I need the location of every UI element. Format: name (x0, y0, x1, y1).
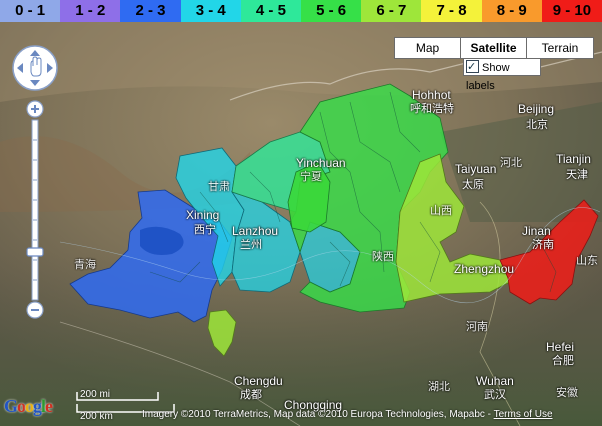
label-ningxia: 宁夏 (300, 171, 322, 183)
map-canvas[interactable]: Hohhot 呼和浩特 Beijing 北京 河北 Tianjin 天津 Tai… (0, 22, 602, 426)
label-lanzhou-cn: 兰州 (240, 239, 262, 251)
legend-item-2-3: 2 - 3 (120, 0, 181, 22)
basin-region-3-4-lanzhou (231, 191, 301, 293)
label-taiyuan: Taiyuan (455, 162, 497, 176)
basin-region-6-7-south (207, 309, 237, 357)
map-type-map-button[interactable]: Map (394, 37, 461, 59)
label-qinghai: 青海 (74, 259, 96, 271)
map-copyright: Imagery ©2010 TerraMetrics, Map data ©20… (142, 409, 553, 420)
pan-left-icon (17, 63, 23, 73)
label-shanxi: 山西 (430, 205, 452, 217)
legend-item-0-1: 0 - 1 (0, 0, 61, 22)
label-tianjin-cn: 天津 (566, 169, 588, 181)
scale-bar: 200 mi 200 km (76, 382, 186, 422)
label-anhui: 安徽 (556, 387, 578, 399)
label-henan: 河南 (466, 321, 488, 333)
pan-right-icon (47, 63, 53, 73)
checkbox-checked-icon[interactable] (466, 58, 479, 76)
label-chengdu-cn: 成都 (240, 389, 262, 401)
label-jinan-cn: 济南 (532, 239, 554, 251)
label-chongqing: Chongqing (284, 398, 343, 412)
zoom-slider-track (31, 119, 39, 301)
label-hohhot: Hohhot (412, 88, 451, 102)
label-taiyuan-cn: 太原 (462, 179, 484, 191)
zoom-slider-handle (26, 247, 44, 257)
color-legend: 0 - 1 1 - 2 2 - 3 3 - 4 4 - 5 5 - 6 6 - … (0, 0, 602, 22)
zoom-control[interactable] (26, 100, 44, 322)
legend-item-3-4: 3 - 4 (180, 0, 241, 22)
river-line (59, 207, 601, 304)
basin-region-6-7 (395, 153, 511, 303)
label-beijing-cn: 北京 (526, 119, 548, 131)
copyright-text: Imagery ©2010 TerraMetrics, Map data ©20… (142, 409, 494, 420)
label-yinchuan: Yinchuan (296, 156, 346, 170)
scale-km-label: 200 km (80, 411, 113, 422)
pan-up-icon (30, 50, 40, 56)
show-labels-label: Show labels (466, 62, 510, 92)
legend-item-5-6: 5 - 6 (301, 0, 362, 22)
map-type-satellite-button[interactable]: Satellite (460, 37, 527, 59)
label-zhengzhou: Zhengzhou (454, 262, 515, 276)
label-xining-cn: 西宁 (194, 224, 216, 236)
label-lanzhou: Lanzhou (232, 224, 279, 238)
legend-item-1-2: 1 - 2 (60, 0, 121, 22)
map-imagery (0, 22, 602, 426)
basin-region-9-10 (499, 199, 599, 305)
label-hohhot-cn: 呼和浩特 (410, 103, 454, 115)
plus-icon (31, 105, 39, 113)
scale-miles-label: 200 mi (80, 389, 111, 400)
terms-of-use-link[interactable]: Terms of Use (493, 409, 553, 420)
google-logo[interactable]: Google (4, 396, 53, 416)
label-shandong: 山东 (576, 255, 598, 267)
label-hubei: 湖北 (428, 381, 450, 393)
label-shaanxi: 陕西 (372, 251, 394, 263)
qinghai-lake (140, 226, 184, 255)
label-tianjin: Tianjin (556, 152, 591, 166)
border-line-south (59, 321, 301, 426)
label-wuhan-cn: 武汉 (484, 389, 506, 401)
label-beijing: Beijing (518, 102, 555, 116)
label-hefei-cn: 合肥 (552, 355, 574, 367)
label-hefei: Hefei (546, 340, 575, 354)
hand-icon (30, 56, 42, 77)
pan-down-icon (30, 80, 40, 86)
label-xining: Xining (186, 208, 220, 222)
label-wuhan: Wuhan (476, 374, 514, 388)
label-hebei: 河北 (500, 157, 522, 169)
label-jinan: Jinan (522, 224, 551, 238)
basin-region-5-6-ningxia (287, 161, 331, 233)
show-labels-checkbox[interactable]: Show labels (463, 58, 541, 92)
legend-item-9-10: 9 - 10 (541, 0, 602, 22)
border-line-mongolia (229, 51, 602, 101)
pan-control[interactable] (11, 44, 59, 92)
legend-item-8-9: 8 - 9 (481, 0, 542, 22)
legend-item-7-8: 7 - 8 (421, 0, 482, 22)
sub-basin-lines (149, 91, 557, 293)
map-type-terrain-button[interactable]: Terrain (526, 37, 594, 59)
label-chengdu: Chengdu (234, 374, 283, 388)
label-gansu: 甘肃 (208, 181, 230, 193)
legend-item-4-5: 4 - 5 (240, 0, 302, 22)
legend-item-6-7: 6 - 7 (361, 0, 422, 22)
terrain-north-china-plain (440, 102, 602, 222)
